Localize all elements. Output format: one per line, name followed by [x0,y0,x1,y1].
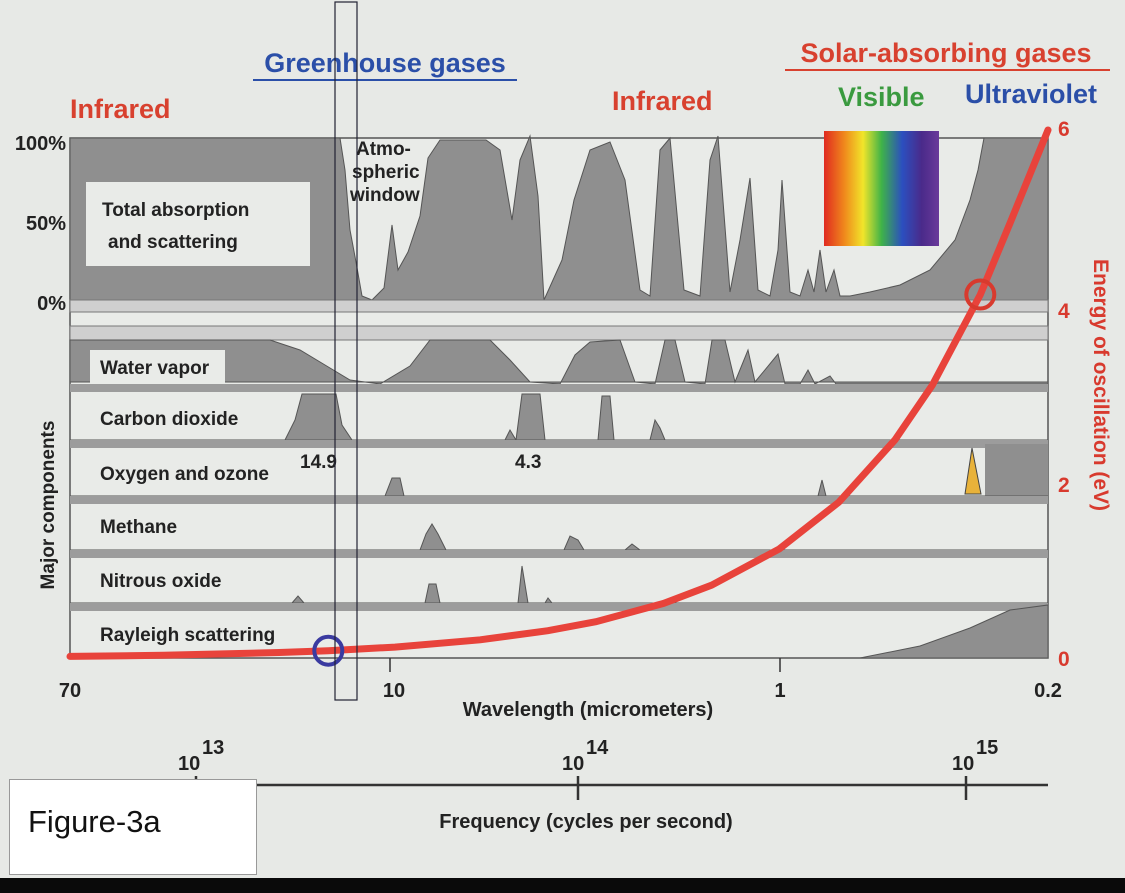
red-circle-marker [964,278,997,311]
frequency-tick-label-14: 10 14 [562,737,609,775]
spectrum-swatch [824,131,939,246]
rayleigh-label: Rayleigh scattering [100,625,275,646]
row-separator [70,384,1048,392]
methane-row: Methane [70,517,1048,558]
row-separator [70,550,1048,558]
greenhouse-gases-heading: Greenhouse gases [264,48,506,78]
svg-text:10: 10 [952,753,974,775]
carbon-dioxide-label: Carbon dioxide [100,409,238,430]
rayleigh-area [859,604,1049,659]
visible-heading: Visible [838,82,925,112]
water-vapor-label: Water vapor [100,358,210,379]
oxygen-ozone-label: Oxygen and ozone [100,464,269,485]
nitrous-oxide-row: Nitrous oxide [70,565,1048,611]
energy-tick-4: 4 [1058,300,1070,323]
total-label-line2: and scattering [108,232,238,253]
energy-tick-2: 2 [1058,474,1070,497]
wavelength-tick-label-70: 70 [59,680,81,702]
solar-gases-heading: Solar-absorbing gases [800,38,1091,68]
wavelength-tick-label-1: 1 [774,680,785,702]
water-vapor-row: Water vapor [69,339,1049,392]
total-absorption-area [69,134,1049,301]
svg-text:15: 15 [976,737,998,759]
nitrous-oxide-label: Nitrous oxide [100,571,221,592]
carbon-dioxide-area [70,393,1048,442]
oxygen-ozone-row: Oxygen and ozone [70,444,1048,504]
row-separator [70,496,1048,504]
row-separator [70,440,1048,448]
y-tick-0: 0% [37,293,66,315]
ozone-peak-marker [964,447,982,495]
wavelength-axis-label: Wavelength (micrometers) [463,699,713,721]
water-vapor-label-box [90,350,225,384]
methane-area [70,523,1048,551]
co2-annotation-4-3: 4.3 [515,452,541,473]
separator-band [69,299,1049,313]
svg-text:10: 10 [562,753,584,775]
window-label-line1: Atmo- [356,139,411,160]
row-separator [70,603,1048,611]
energy-tick-0: 0 [1058,648,1070,671]
blue-circle-marker [312,634,345,667]
energy-axis-label: Energy of oscillation (eV) [1089,259,1112,511]
figure-label: Figure-3a [9,779,257,875]
wavelength-tick-label-0-2: 0.2 [1034,680,1062,702]
svg-text:10: 10 [178,753,200,775]
frequency-tick-label-15: 10 15 [952,737,998,775]
rayleigh-row: Rayleigh scattering [100,604,1049,659]
frequency-tick-label-13: 10 13 [178,737,224,775]
co2-annotation-14-9: 14.9 [300,452,337,473]
infrared-right-heading: Infrared [612,86,713,116]
total-label-box [86,182,310,266]
total-label-line1: Total absorption [102,200,249,221]
window-label-line2: spheric [352,162,420,183]
ultraviolet-heading: Ultraviolet [965,79,1097,109]
frequency-axis-label: Frequency (cycles per second) [439,811,732,833]
energy-curve [66,126,1052,660]
carbon-dioxide-row: Carbon dioxide 14.9 4.3 [70,393,1048,473]
highlight-box [334,1,358,701]
ozone-uv-block [985,444,1048,496]
energy-tick-6: 6 [1058,118,1070,141]
window-label-line3: window [349,185,420,206]
methane-label: Methane [100,517,177,538]
y-tick-50: 50% [26,213,66,235]
separator-band [69,325,1049,341]
infrared-left-heading: Infrared [70,94,171,124]
y-tick-100: 100% [15,133,66,155]
wavelength-tick-label-10: 10 [383,680,405,702]
major-components-axis-label: Major components [38,421,59,590]
svg-text:14: 14 [586,737,609,759]
svg-text:13: 13 [202,737,224,759]
